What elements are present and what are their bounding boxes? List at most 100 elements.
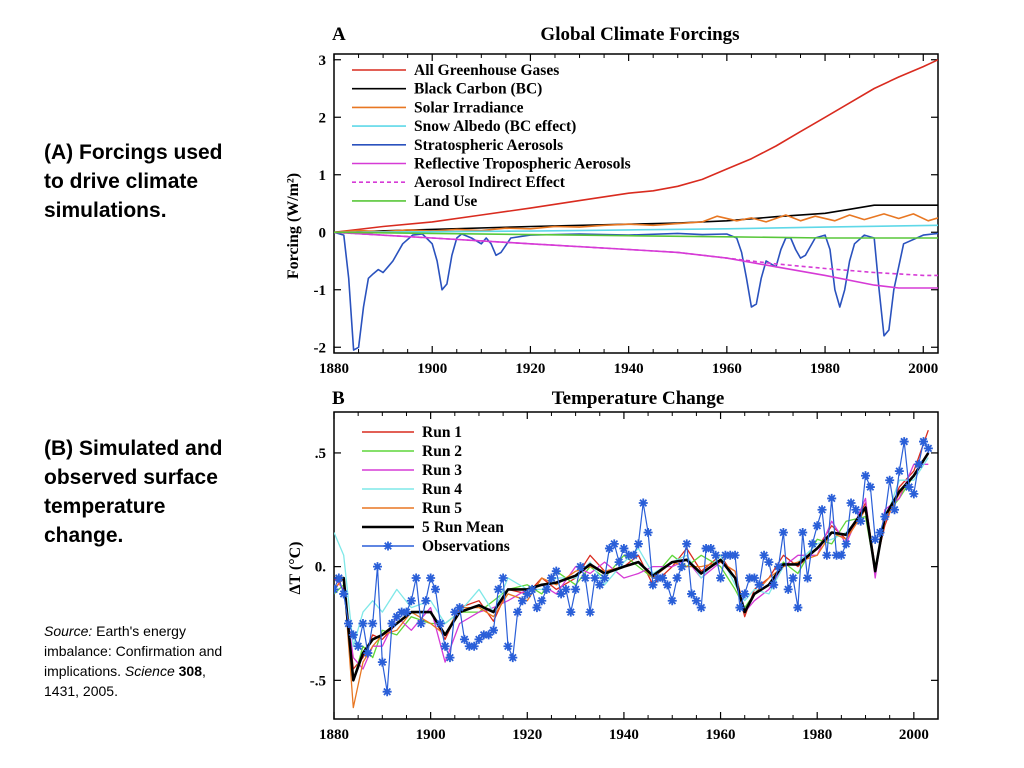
- observation-point: [426, 573, 436, 583]
- caption-forcings: (A) Forcings used to drive climate simul…: [44, 141, 223, 222]
- x-tick-label: 1880: [319, 361, 349, 377]
- observation-point: [595, 580, 605, 590]
- observation-point: [387, 618, 397, 628]
- x-tick-label: 1940: [614, 361, 644, 377]
- observation-point: [348, 630, 358, 640]
- observation-point: [856, 516, 866, 526]
- observation-point: [609, 539, 619, 549]
- legend-label-run-3: Run 3: [422, 462, 462, 479]
- legend-label-black-carbon-bc: Black Carbon (BC): [414, 81, 542, 98]
- observation-point: [769, 580, 779, 590]
- legend-label-aerosol-indirect-effect: Aerosol Indirect Effect: [414, 174, 566, 191]
- observation-point: [469, 641, 479, 651]
- observation-point: [406, 596, 416, 606]
- y-axis-label-b: ΔT (°C): [287, 541, 304, 594]
- observation-point: [696, 603, 706, 613]
- observation-point: [745, 573, 755, 583]
- observation-point: [445, 653, 455, 663]
- observation-point: [923, 443, 933, 453]
- observation-point: [561, 584, 571, 594]
- observation-point: [633, 539, 643, 549]
- observation-point: [566, 607, 576, 617]
- observation-point: [817, 505, 827, 515]
- plot-frame: [333, 53, 939, 354]
- panel-letter-a: A: [332, 24, 346, 45]
- source-citation: Source: Earth's energy imbalance: Confir…: [44, 621, 224, 701]
- observation-point: [604, 543, 614, 553]
- y-tick-label: 0.: [315, 560, 327, 576]
- series-line-solar-irradiance: [334, 213, 938, 234]
- observation-point: [870, 534, 880, 544]
- caption-temperature: (B) Simulated and observed surface tempe…: [44, 437, 223, 547]
- observation-point: [841, 539, 851, 549]
- series-line-aerosol-indirect-effect: [334, 231, 938, 277]
- observation-point: [909, 489, 919, 499]
- observation-point: [358, 618, 368, 628]
- chart-title-b: Temperature Change: [552, 388, 725, 409]
- observation-point: [590, 573, 600, 583]
- observation-point: [798, 528, 808, 538]
- series-line-land-use: [334, 231, 938, 239]
- observation-point: [334, 584, 339, 594]
- observation-point: [498, 573, 508, 583]
- observation-point: [774, 562, 784, 572]
- observation-point: [788, 573, 798, 583]
- observation-point: [614, 557, 624, 567]
- observation-point: [537, 596, 547, 606]
- observation-point: [725, 550, 735, 560]
- series-line-snow-albedo-bc-effect: [334, 224, 938, 234]
- observation-point: [662, 580, 672, 590]
- source-journal: Science: [124, 663, 175, 679]
- legend-label-run-5: Run 5: [422, 500, 462, 517]
- legend-label-land-use: Land Use: [414, 193, 477, 210]
- observation-point: [885, 475, 895, 485]
- observation-point: [778, 528, 788, 538]
- observation-point: [629, 550, 639, 560]
- observation-point: [658, 573, 668, 583]
- observation-point: [392, 612, 402, 622]
- series-line-black-carbon-bc: [334, 204, 938, 234]
- observation-point: [551, 566, 561, 576]
- observation-point: [556, 589, 566, 599]
- source-volume: 308: [178, 663, 202, 679]
- chart-title-a: Global Climate Forcings: [540, 24, 739, 45]
- observation-point: [421, 596, 431, 606]
- y-tick-label: 3: [319, 53, 327, 69]
- legend-label-snow-albedo-bc-effect: Snow Albedo (BC effect): [414, 118, 576, 135]
- x-tick-label: 2000: [899, 727, 929, 743]
- panel-letter-b: B: [332, 388, 345, 409]
- observation-point: [624, 550, 634, 560]
- y-tick-label: .5: [315, 446, 326, 462]
- observation-point: [532, 603, 542, 613]
- observation-point: [711, 550, 721, 560]
- legend-label-reflective-tropospheric-aerosols: Reflective Tropospheric Aerosols: [414, 156, 631, 173]
- observation-point: [450, 607, 460, 617]
- observation-point: [638, 498, 648, 508]
- observation-point: [875, 528, 885, 538]
- source-rest: , 1431, 2005.: [44, 663, 206, 699]
- legend-label-run-4: Run 4: [422, 481, 462, 498]
- observation-point: [812, 521, 822, 531]
- series-line-run-2: [334, 452, 929, 681]
- observation-point: [730, 550, 740, 560]
- y-tick-label: 2: [319, 110, 327, 126]
- observation-point: [880, 512, 890, 522]
- observation-point: [416, 618, 426, 628]
- observation-point: [667, 596, 677, 606]
- plot-area-a: 1880 1900 1920 1940 1960 1980 2000 3 2 1 0 -1 -2 All …: [314, 53, 939, 377]
- x-tick-label: 1920: [515, 361, 545, 377]
- legend-marker: [383, 541, 393, 551]
- series-line-observations: [334, 440, 929, 693]
- x-tick-label: 1980: [802, 727, 832, 743]
- legend-label-5-run-mean: 5 Run Mean: [422, 519, 504, 536]
- y-tick-label: 0: [319, 225, 327, 241]
- observation-point: [522, 589, 532, 599]
- observation-point: [846, 498, 856, 508]
- observation-point: [706, 543, 716, 553]
- observation-point: [803, 573, 813, 583]
- x-tick-label: 1940: [609, 727, 639, 743]
- y-tick-label: 1: [319, 168, 327, 184]
- observation-point: [513, 607, 523, 617]
- observation-point: [368, 618, 378, 628]
- observation-point: [464, 641, 474, 651]
